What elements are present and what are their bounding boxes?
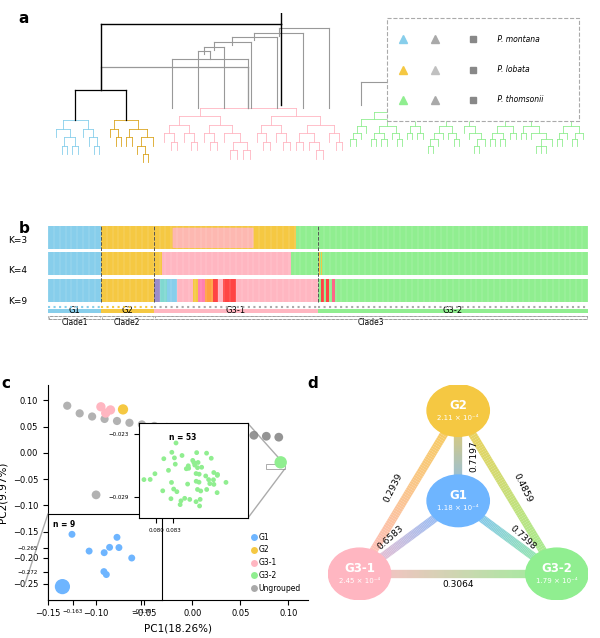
Text: 0.7398: 0.7398 — [508, 524, 538, 551]
Text: 2.45 × 10⁻⁴: 2.45 × 10⁻⁴ — [339, 579, 380, 584]
Bar — [321, 252, 322, 275]
Point — [224, 428, 234, 438]
Circle shape — [526, 548, 588, 600]
Text: G3-1: G3-1 — [344, 562, 375, 575]
Point — [236, 429, 246, 440]
Bar — [154, 309, 318, 313]
Text: 0.4859: 0.4859 — [512, 472, 534, 504]
Circle shape — [427, 475, 490, 526]
Text: G3-2: G3-2 — [443, 306, 463, 315]
Point — [175, 424, 184, 434]
Text: 1.18 × 10⁻⁴: 1.18 × 10⁻⁴ — [437, 505, 479, 512]
Bar — [331, 279, 335, 302]
Bar — [319, 252, 320, 275]
Point — [249, 430, 259, 440]
Text: K=9: K=9 — [8, 297, 28, 306]
Text: Clade2: Clade2 — [114, 318, 140, 327]
Point — [112, 416, 122, 426]
Bar — [205, 279, 213, 302]
Text: G3-2: G3-2 — [541, 562, 572, 575]
Bar — [291, 252, 318, 275]
Bar — [296, 226, 318, 249]
FancyBboxPatch shape — [173, 228, 254, 248]
Point — [106, 405, 115, 415]
Text: K=3: K=3 — [8, 235, 28, 244]
Point — [162, 422, 172, 433]
Point — [149, 421, 159, 431]
Bar — [223, 279, 236, 302]
Bar — [154, 279, 160, 302]
Text: 0.6583: 0.6583 — [376, 524, 406, 551]
Bar — [154, 252, 162, 275]
Text: Clade1: Clade1 — [61, 318, 88, 327]
Point — [101, 408, 110, 418]
Bar — [249, 279, 318, 302]
X-axis label: PC1(18.26%): PC1(18.26%) — [144, 624, 212, 634]
Bar — [154, 226, 318, 249]
Point — [274, 432, 284, 442]
Bar — [213, 279, 218, 302]
Point — [125, 418, 134, 428]
Bar — [24, 586, 77, 600]
Text: G1: G1 — [449, 489, 467, 502]
Bar — [318, 226, 588, 249]
Text: G2: G2 — [121, 306, 133, 315]
Text: G1: G1 — [68, 306, 80, 315]
Circle shape — [427, 385, 490, 436]
Bar — [48, 252, 101, 275]
Bar — [218, 279, 223, 302]
Text: 0.3064: 0.3064 — [442, 580, 474, 589]
Point — [118, 404, 128, 415]
Bar — [198, 279, 205, 302]
Bar — [318, 252, 588, 275]
Bar — [266, 464, 284, 469]
Text: 2.11 × 10⁻⁴: 2.11 × 10⁻⁴ — [437, 415, 479, 421]
Text: 0.2939: 0.2939 — [382, 472, 404, 504]
Bar — [154, 252, 318, 275]
Bar — [101, 279, 154, 302]
Point — [100, 414, 109, 424]
Point — [262, 431, 271, 441]
Bar — [236, 279, 249, 302]
Text: K=4: K=4 — [8, 265, 28, 274]
Text: 1.79 × 10⁻⁴: 1.79 × 10⁻⁴ — [536, 579, 578, 584]
Bar — [48, 279, 101, 302]
Bar — [48, 309, 101, 313]
Y-axis label: PC2(9.97%): PC2(9.97%) — [0, 461, 7, 523]
Text: c: c — [1, 376, 10, 391]
Point — [187, 425, 196, 435]
Text: a: a — [19, 11, 29, 26]
Point — [212, 427, 221, 437]
Point — [62, 401, 72, 411]
Circle shape — [328, 548, 391, 600]
Bar — [48, 226, 101, 249]
Text: d: d — [308, 376, 319, 391]
Point — [96, 402, 106, 412]
Bar — [318, 309, 588, 313]
Point — [75, 408, 85, 419]
Point — [137, 419, 146, 429]
Bar — [320, 279, 324, 302]
Point — [91, 490, 101, 500]
Bar — [160, 279, 167, 302]
FancyBboxPatch shape — [172, 253, 265, 274]
Text: Clade3: Clade3 — [358, 318, 384, 327]
Bar — [176, 279, 193, 302]
Text: G3-1: G3-1 — [226, 306, 246, 315]
Legend: G1, G2, G3-1, G3-2, Ungrouped: G1, G2, G3-1, G3-2, Ungrouped — [250, 530, 304, 596]
Text: 0.7197: 0.7197 — [469, 440, 478, 471]
Bar — [101, 252, 154, 275]
Point — [58, 581, 67, 591]
Bar — [193, 279, 198, 302]
Bar — [318, 279, 588, 302]
Bar — [101, 309, 154, 313]
Text: G2: G2 — [449, 399, 467, 412]
Bar — [167, 279, 176, 302]
Bar — [101, 226, 154, 249]
Bar — [326, 279, 329, 302]
Point — [199, 426, 209, 436]
Text: b: b — [19, 221, 29, 235]
Point — [276, 457, 286, 468]
Point — [88, 412, 97, 422]
